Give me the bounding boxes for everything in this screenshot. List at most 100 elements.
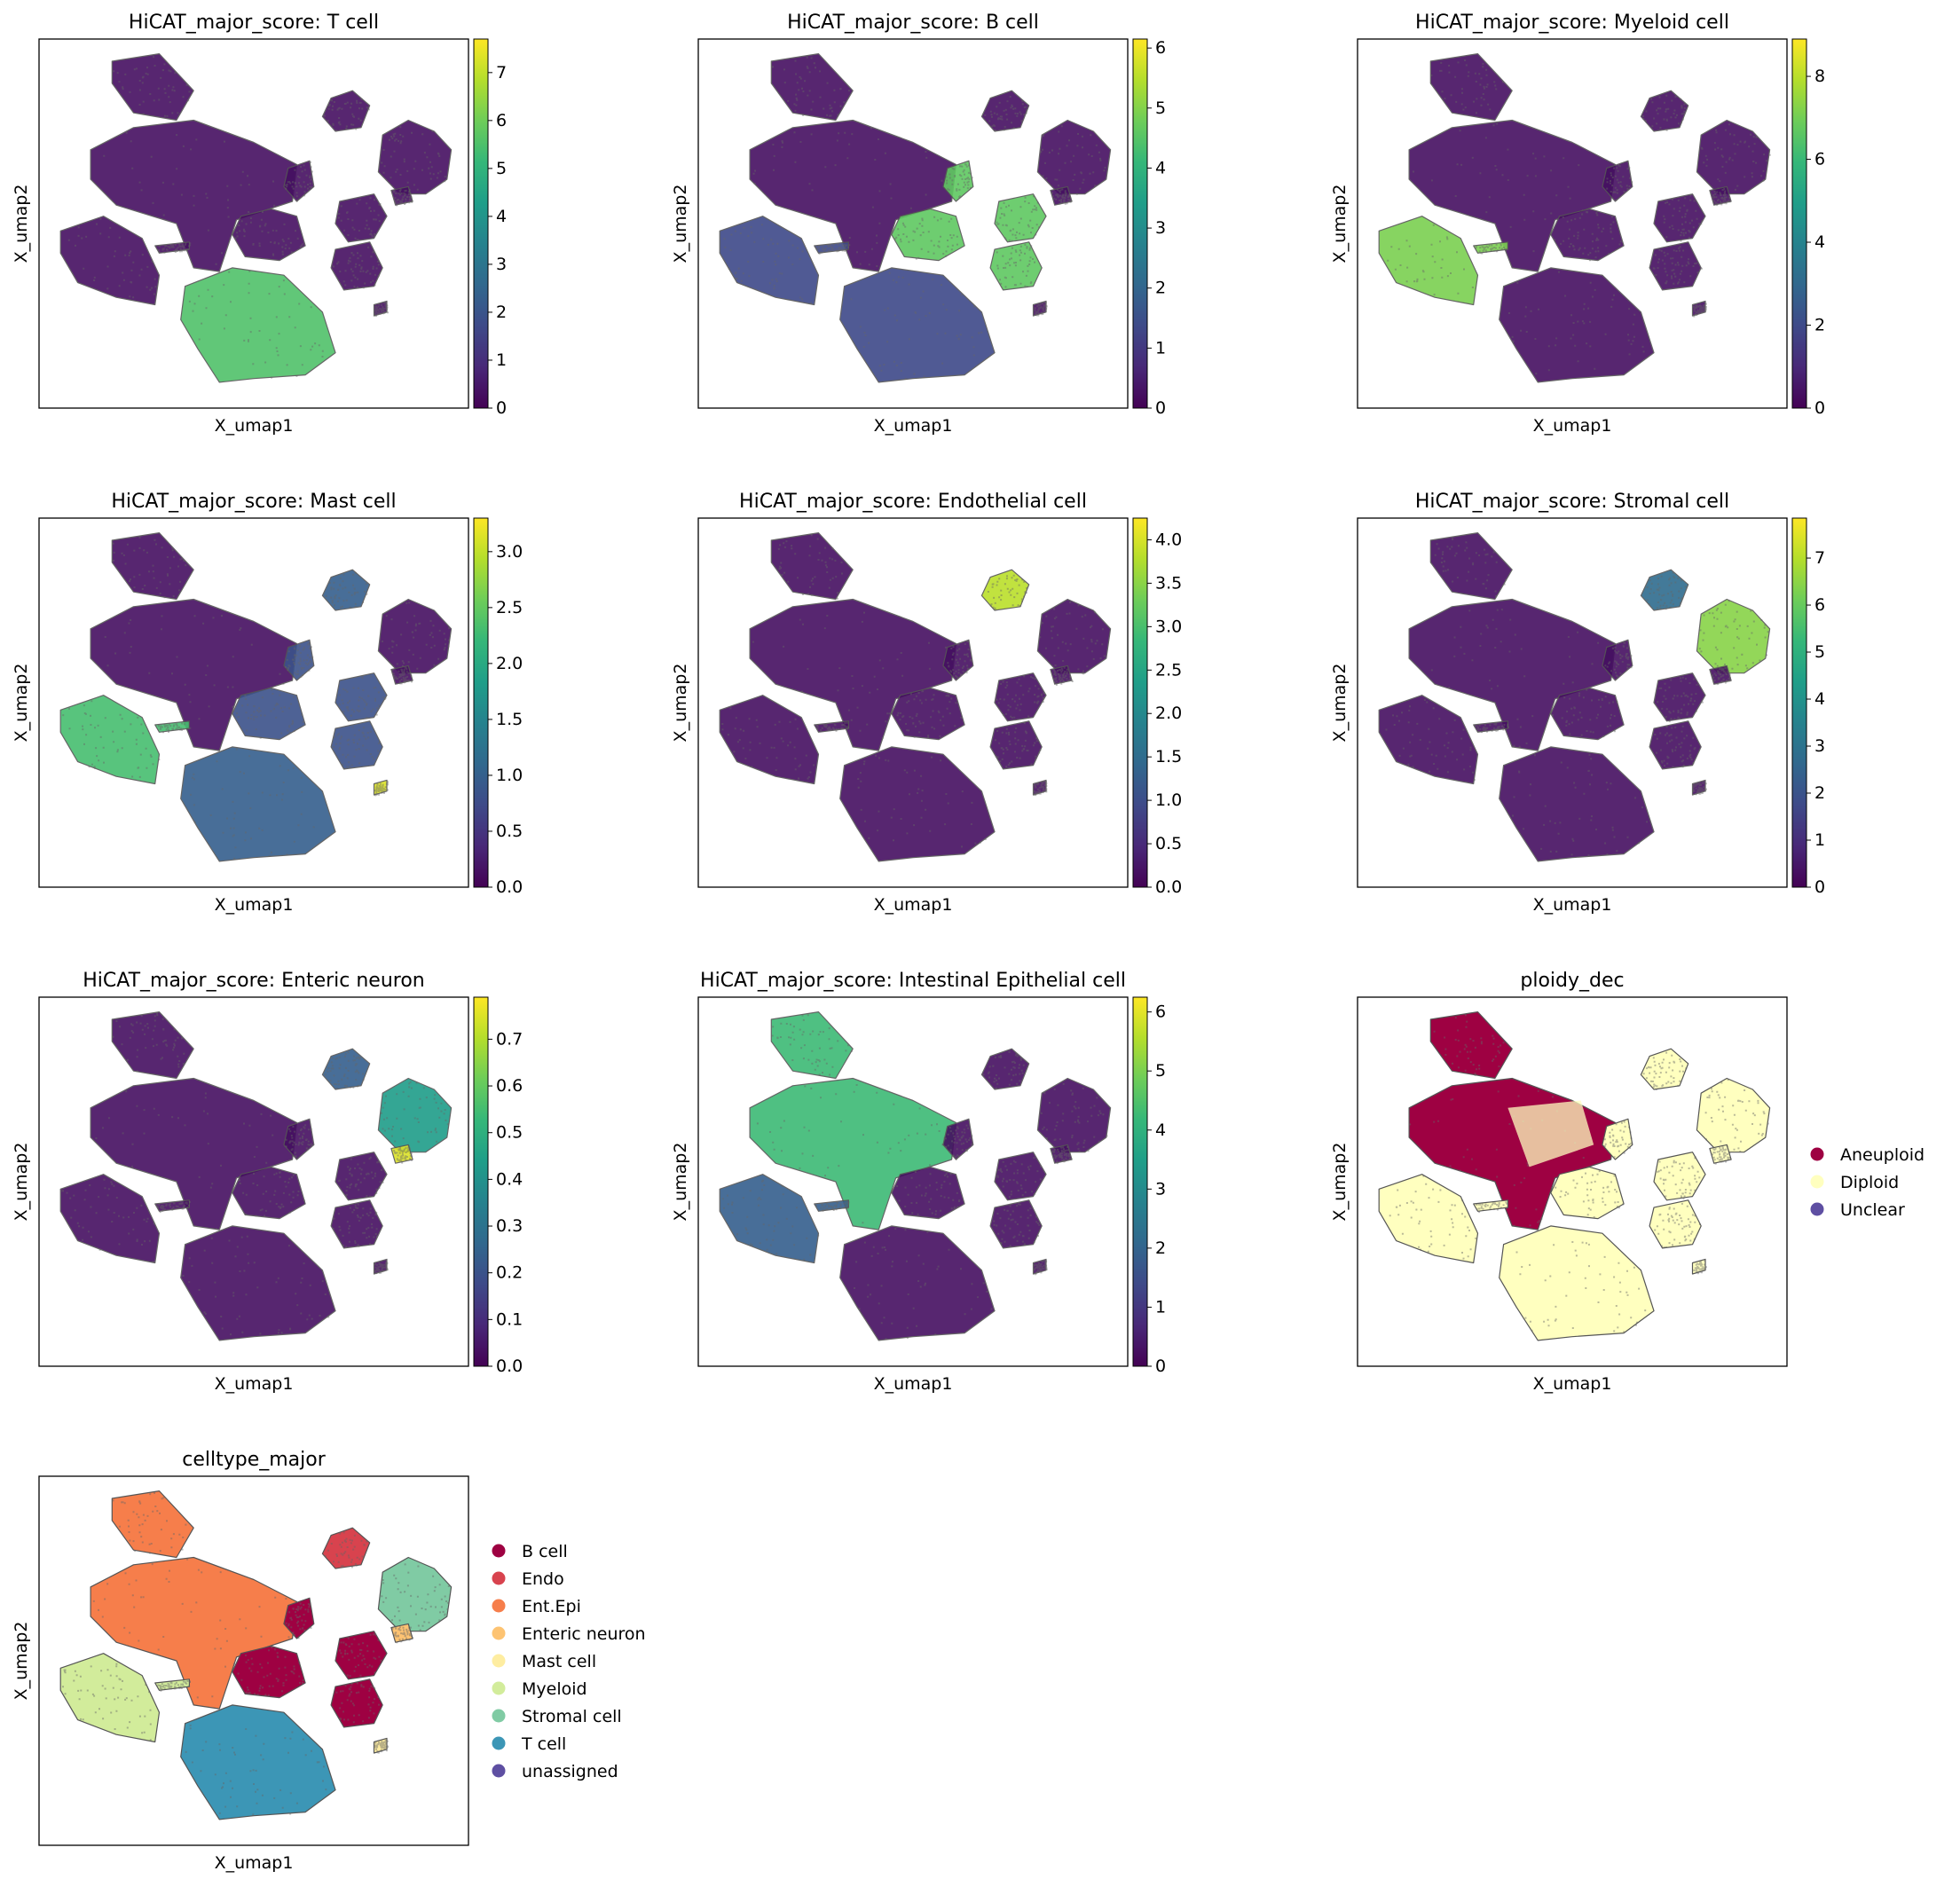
- panel-2: HiCAT_major_score: Myeloid cell X_umap1 X_…: [1330, 12, 1825, 436]
- panel-7: HiCAT_major_score: Intestinal Epithelial…: [671, 970, 1166, 1394]
- colorbar-tick-label: 0.2: [496, 1263, 523, 1283]
- colorbar-tick-label: 0.0: [496, 1356, 523, 1376]
- cluster-speckle: [815, 243, 851, 255]
- colorbar-tick-label: 2: [1155, 1238, 1166, 1258]
- cluster-b-cell: [1602, 639, 1633, 681]
- cluster-speckle: [234, 211, 304, 256]
- y-axis-label: X_umap2: [671, 1143, 690, 1222]
- panel-title: ploidy_dec: [1520, 970, 1624, 992]
- cluster-speckle: [1051, 1146, 1073, 1165]
- colorbar-tick-label: 1: [1155, 338, 1166, 358]
- colorbar-tick-label: 2.5: [1155, 660, 1182, 680]
- colorbar-tick-label: 3: [496, 255, 507, 274]
- colorbar-tick-label: 0.7: [496, 1029, 523, 1049]
- colorbar-tick-label: 2: [1814, 783, 1825, 803]
- plot-area: [719, 532, 1112, 862]
- cluster-b-cell: [891, 208, 965, 262]
- cluster-t-cell: [180, 1225, 336, 1341]
- cluster-ent-epi: [1429, 1011, 1513, 1080]
- cluster-t-cell: [1499, 746, 1655, 862]
- cluster-speckle: [374, 1739, 389, 1754]
- colorbar-tick-label: 6: [496, 111, 507, 130]
- legend-marker: [492, 1681, 506, 1695]
- cluster-b-cell: [1649, 241, 1702, 291]
- colorbar-tick-label: 1: [496, 350, 507, 370]
- cluster-speckle: [1657, 1156, 1701, 1199]
- cluster-speckle: [1430, 59, 1504, 114]
- colorbar: 0 2 4 6 8: [1791, 38, 1825, 418]
- x-axis-label: X_umap1: [215, 1374, 294, 1394]
- y-axis-label: X_umap2: [1330, 185, 1350, 263]
- cluster-speckle: [285, 1124, 314, 1158]
- colorbar-tick-label: 5: [496, 159, 507, 178]
- cluster-mast-cell: [1032, 779, 1047, 796]
- cluster-b-cell: [283, 1597, 315, 1639]
- cluster-speckle: [1033, 781, 1048, 797]
- colorbar-tick-label: 0.0: [496, 877, 523, 897]
- cluster-speckle: [335, 1682, 380, 1724]
- colorbar: 0 1 2 3 4 5 6 7: [473, 38, 507, 418]
- colorbar-gradient: [473, 517, 489, 888]
- cluster-speckle: [337, 1156, 384, 1198]
- colorbar: 0.0 0.5 1.0 1.5 2.0 2.5 3.0: [473, 517, 523, 897]
- x-axis-label: X_umap1: [215, 895, 294, 915]
- cluster-ent-epi: [749, 1077, 956, 1230]
- cluster-t-cell: [180, 1704, 336, 1820]
- legend-label: B cell: [522, 1542, 568, 1561]
- cluster-myeloid: [1473, 720, 1508, 733]
- cluster-speckle: [62, 1663, 152, 1741]
- cluster-b-cell: [330, 1199, 383, 1249]
- cluster-b-cell: [942, 1118, 974, 1160]
- cluster-speckle: [157, 1680, 191, 1692]
- cluster-b-cell: [232, 1645, 306, 1699]
- colorbar-tick-label: 4: [1814, 689, 1825, 709]
- legend-label: Endo: [522, 1569, 564, 1589]
- colorbar: 0 1 2 3 4 5 6: [1132, 38, 1166, 418]
- y-axis-label: X_umap2: [12, 664, 31, 743]
- cluster-myeloid: [1473, 1199, 1508, 1212]
- x-axis-label: X_umap1: [215, 416, 294, 436]
- cluster-speckle: [1040, 125, 1106, 195]
- panel-title: HiCAT_major_score: Stromal cell: [1415, 491, 1729, 513]
- cluster-ent-epi: [90, 1077, 297, 1230]
- colorbar-tick-label: 1: [1155, 1297, 1166, 1317]
- colorbar-gradient: [1791, 38, 1807, 409]
- legend-marker: [492, 1764, 506, 1778]
- cluster-speckle: [158, 242, 192, 254]
- cluster-myeloid: [719, 695, 820, 785]
- colorbar-tick-label: 0.4: [496, 1169, 523, 1189]
- legend-marker: [492, 1571, 506, 1585]
- plot-area: [1378, 532, 1771, 862]
- plot-area: [59, 532, 453, 862]
- legend-label: Stromal cell: [522, 1707, 622, 1726]
- cluster-speckle: [1475, 243, 1508, 255]
- colorbar-tick-label: 0.5: [496, 822, 523, 841]
- cluster-speckle: [393, 1145, 413, 1164]
- cluster-b-cell: [330, 241, 383, 291]
- cluster-b-cell: [1550, 1166, 1625, 1220]
- legend-label: unassigned: [522, 1762, 618, 1781]
- cluster-speckle: [1692, 782, 1707, 796]
- panel-frame: [697, 517, 1129, 888]
- cluster-b-cell: [283, 160, 315, 202]
- x-axis-label: X_umap1: [1533, 416, 1612, 436]
- colorbar: 0.0 0.5 1.0 1.5 2.0 2.5 3.0 3.5 4.0: [1132, 517, 1182, 897]
- cluster-speckle: [374, 302, 389, 317]
- cluster-stromal-cell: [1696, 598, 1771, 674]
- legend-marker: [492, 1736, 506, 1750]
- colorbar-gradient: [1132, 38, 1148, 409]
- cluster-enteric-neuron: [1709, 185, 1732, 206]
- cluster-endo: [321, 1527, 371, 1569]
- colorbar-tick-label: 5: [1155, 98, 1166, 118]
- cluster-speckle: [1474, 722, 1509, 734]
- colorbar-gradient: [1132, 996, 1148, 1367]
- colorbar-tick-label: 3: [1814, 736, 1825, 756]
- cluster-b-cell: [283, 1118, 315, 1160]
- colorbar-tick-label: 4: [1814, 232, 1825, 252]
- y-axis-label: X_umap2: [12, 1622, 31, 1701]
- colorbar-tick-label: 1: [1814, 830, 1825, 850]
- colorbar-tick-label: 6: [1155, 38, 1166, 58]
- y-axis-label: X_umap2: [12, 185, 31, 263]
- legend-label: Myeloid: [522, 1679, 587, 1699]
- cluster-speckle: [285, 1602, 312, 1639]
